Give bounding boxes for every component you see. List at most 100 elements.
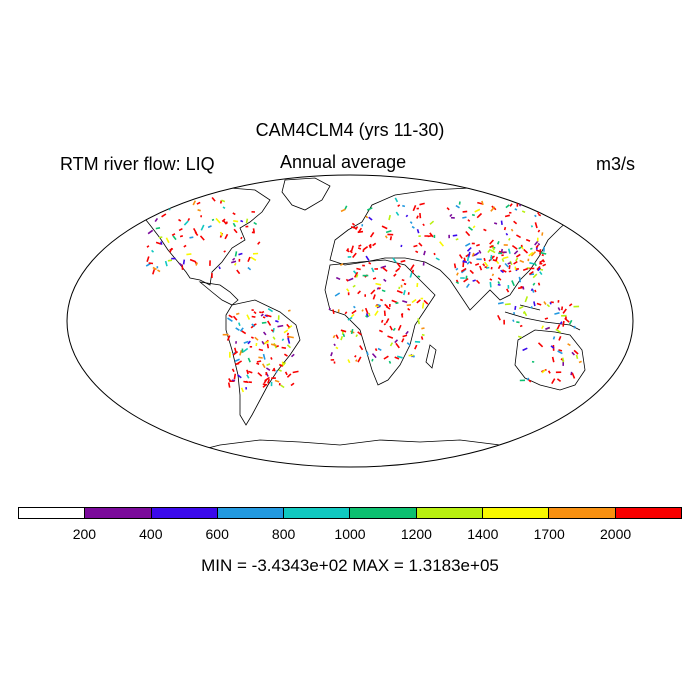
river-flow-segment — [455, 281, 460, 285]
river-flow-segment — [233, 228, 238, 234]
river-flow-segment — [541, 325, 545, 330]
river-flow-segment — [537, 229, 541, 233]
river-flow-segment — [555, 328, 562, 334]
river-flow-segment — [507, 261, 511, 265]
river-flow-segment — [528, 379, 532, 383]
river-flow-segment — [406, 342, 411, 346]
river-flow-segment — [368, 261, 372, 265]
river-flow-segment — [505, 204, 510, 209]
river-flow-segment — [380, 265, 387, 269]
river-flow-segment — [377, 347, 382, 352]
river-flow-segment — [535, 244, 539, 249]
river-flow-segment — [485, 266, 490, 269]
river-flow-segment — [556, 324, 561, 330]
river-flow-segment — [240, 387, 245, 393]
river-flow-segment — [369, 231, 375, 238]
river-flow-segment — [414, 344, 418, 350]
river-flow-segment — [256, 362, 260, 365]
river-flow-segment — [573, 349, 579, 355]
river-flow-segment — [266, 343, 270, 349]
river-flow-segment — [284, 371, 288, 376]
river-flow-segment — [230, 260, 237, 264]
river-flow-segment — [522, 347, 528, 352]
river-flow-segment — [262, 353, 266, 360]
river-flow-segment — [537, 342, 544, 348]
river-flow-segment — [292, 370, 299, 374]
africa-coast — [324, 259, 436, 386]
river-flow-segment — [546, 304, 551, 308]
river-flow-segment — [178, 218, 182, 222]
river-flow-segment — [239, 327, 244, 332]
river-flow-segment — [199, 235, 205, 241]
river-flow-segment — [416, 215, 419, 219]
river-flow-segment — [541, 254, 544, 257]
river-flow-segment — [466, 260, 471, 265]
river-flow-segment — [383, 355, 389, 360]
central-america-coast — [198, 281, 239, 306]
river-flow-segment — [575, 354, 579, 359]
river-flow-segment — [388, 360, 392, 364]
river-flow-segment — [519, 324, 523, 328]
river-flow-segment — [372, 242, 377, 247]
river-flow-segment — [179, 235, 184, 238]
river-flow-segment — [287, 337, 291, 344]
river-flow-segment — [497, 314, 501, 321]
river-flow-segment — [537, 213, 542, 217]
river-flow-segment — [429, 232, 434, 238]
river-flow-segment — [557, 307, 561, 311]
river-flow-segment — [261, 340, 265, 345]
river-flow-segment — [508, 237, 511, 241]
river-flow-segment — [171, 233, 176, 237]
river-flow-segment — [233, 373, 237, 380]
river-flow-segment — [250, 336, 254, 339]
river-flow-segment — [376, 287, 380, 290]
river-flow-segment — [274, 379, 280, 383]
river-flow-segment — [350, 313, 355, 318]
river-flow-segment — [388, 214, 391, 221]
river-flow-segment — [531, 204, 537, 209]
river-flow-segment — [183, 220, 189, 226]
river-flow-segment — [281, 338, 285, 342]
river-flow-segment — [151, 249, 155, 253]
river-flow-segment — [421, 333, 425, 337]
river-flow-segment — [400, 259, 406, 263]
river-flow-segment — [578, 360, 582, 364]
river-flow-segment — [265, 367, 271, 371]
colorbar-box-8 — [549, 508, 616, 518]
river-flow-segment — [227, 382, 231, 388]
river-flow-segment — [490, 249, 496, 254]
river-flow-segment — [238, 252, 243, 256]
river-flow-segment — [333, 343, 336, 347]
river-flow-segment — [435, 257, 440, 261]
river-flow-segment — [253, 323, 257, 326]
river-flow-segment — [537, 267, 541, 272]
river-flow-marks — [145, 196, 582, 393]
river-flow-segment — [552, 336, 556, 340]
river-flow-segment — [152, 266, 157, 271]
river-flow-segment — [479, 265, 483, 271]
river-flow-segment — [256, 360, 262, 363]
river-flow-segment — [271, 368, 275, 372]
river-flow-segment — [195, 262, 199, 266]
river-flow-segment — [262, 331, 267, 336]
colorbar-box-9 — [615, 508, 681, 518]
river-flow-segment — [526, 377, 530, 381]
river-flow-segment — [455, 238, 459, 241]
river-flow-segment — [339, 263, 344, 267]
river-flow-segment — [416, 299, 421, 304]
river-flow-segment — [257, 241, 261, 245]
river-flow-segment — [419, 202, 425, 206]
river-flow-segment — [259, 311, 262, 314]
colorbar-tick-label: 600 — [205, 526, 229, 542]
river-flow-segment — [147, 229, 154, 235]
river-flow-segment — [189, 258, 196, 263]
river-flow-segment — [540, 251, 547, 255]
river-flow-segment — [497, 283, 501, 286]
river-flow-segment — [383, 310, 386, 316]
river-flow-segment — [515, 253, 521, 258]
river-flow-segment — [265, 314, 272, 318]
river-flow-segment — [513, 250, 519, 255]
river-flow-segment — [234, 347, 237, 353]
river-flow-segment — [420, 336, 424, 340]
river-flow-segment — [462, 216, 467, 219]
